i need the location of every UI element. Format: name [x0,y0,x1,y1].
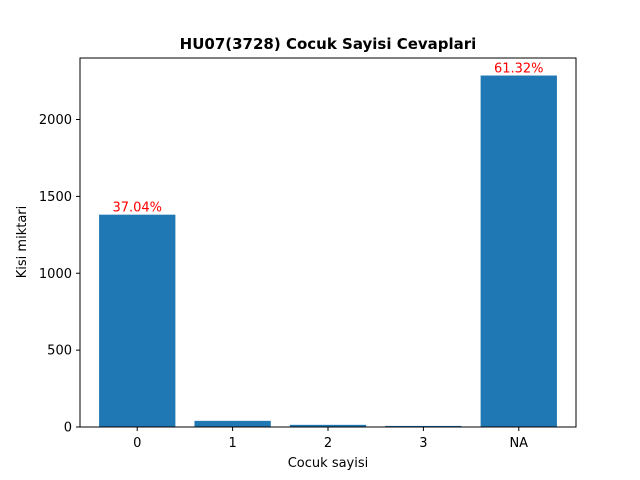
x-tick-label-NA: NA [509,436,528,451]
y-tick-label-1000: 1000 [39,267,72,282]
x-axis-ticks: 0 1 2 3 NA [133,427,528,451]
bar-2 [289,424,367,427]
data-label-0: 37.04% [112,201,162,216]
x-tick-label-3: 3 [419,436,427,451]
x-tick-label-1: 1 [228,436,236,451]
y-tick-label-0: 0 [64,421,72,436]
bar-3 [385,425,462,427]
y-axis-ticks: 0 500 1000 1500 2000 [39,113,80,436]
bars-group [99,75,557,427]
bar-NA [480,75,557,427]
bar-1 [194,420,271,427]
x-axis-label: Cocuk sayisi [288,456,369,471]
y-tick-label-500: 500 [47,344,72,359]
x-tick-label-2: 2 [324,436,332,451]
x-tick-label-0: 0 [133,436,141,451]
data-labels-group: 37.04% 61.32% [112,62,543,216]
y-tick-label-1500: 1500 [39,190,72,205]
data-label-NA: 61.32% [494,62,544,77]
chart-title: HU07(3728) Cocuk Sayisi Cevaplari [180,35,477,53]
y-tick-label-2000: 2000 [39,113,72,128]
y-axis-label: Kisi miktari [15,206,30,278]
bar-0 [99,214,176,427]
